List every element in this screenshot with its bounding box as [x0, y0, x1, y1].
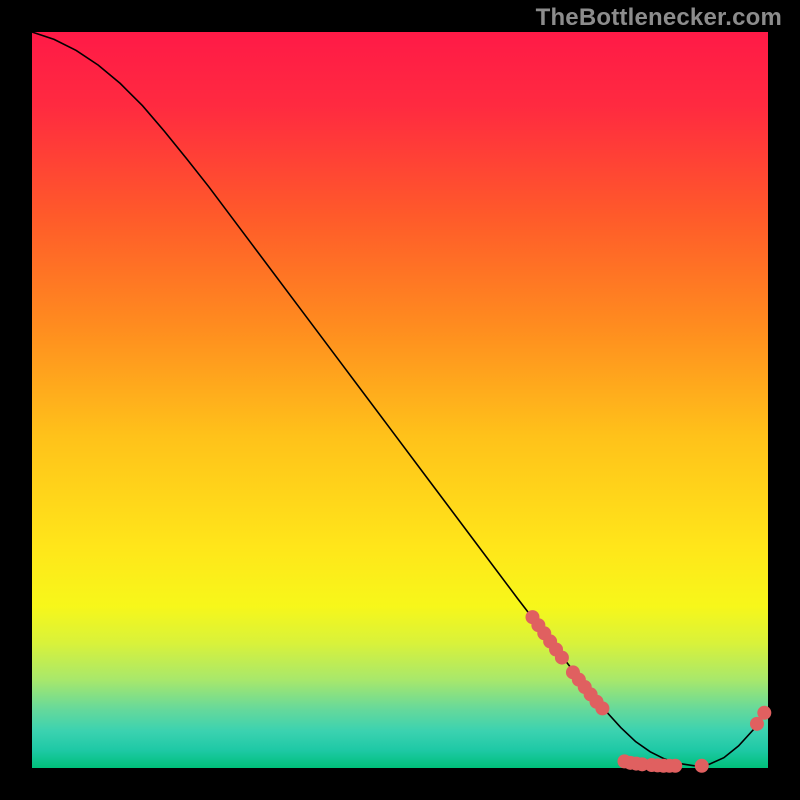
curve-marker: [669, 759, 682, 772]
watermark-text: TheBottlenecker.com: [536, 4, 782, 32]
curve-marker: [695, 759, 708, 772]
chart-stage: TheBottlenecker.com: [0, 0, 800, 800]
curve-marker: [758, 706, 771, 719]
curve-marker: [555, 651, 568, 664]
curve-marker: [750, 717, 763, 730]
chart-svg: [0, 0, 800, 800]
curve-marker: [596, 702, 609, 715]
plot-background: [32, 32, 768, 768]
